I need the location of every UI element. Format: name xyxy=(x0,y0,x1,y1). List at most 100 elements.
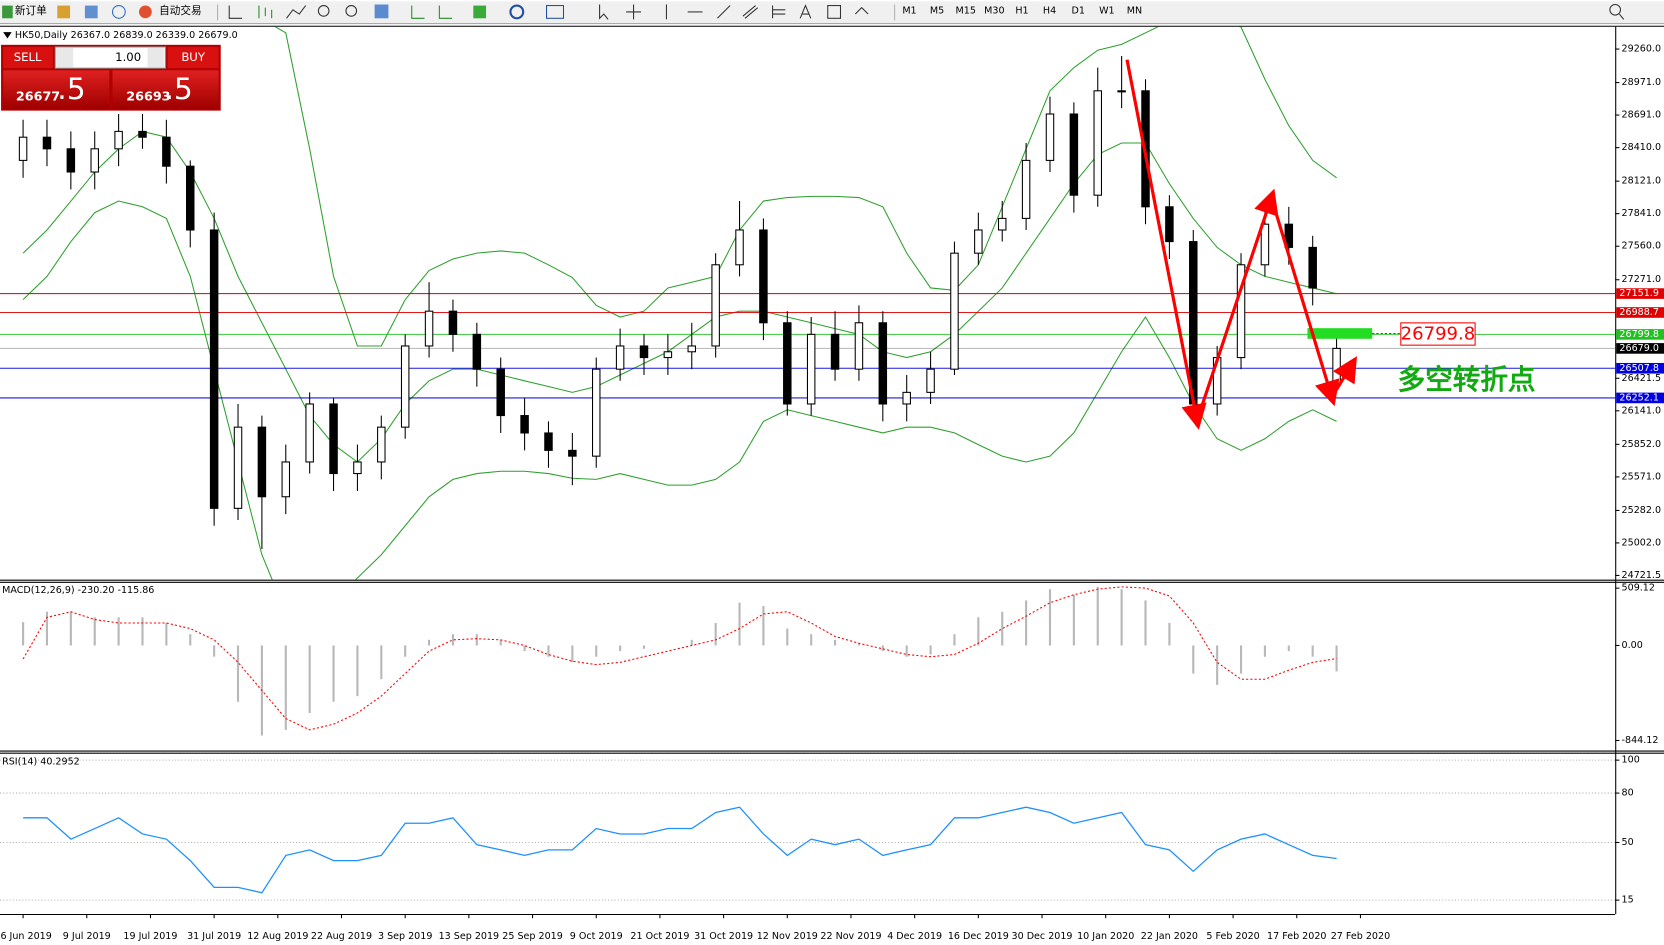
candle-body xyxy=(138,130,147,138)
macd-bar xyxy=(22,622,25,646)
bar-chart-icon[interactable] xyxy=(228,5,242,19)
tool-icon[interactable] xyxy=(84,5,98,19)
chart-shift[interactable] xyxy=(438,5,453,19)
macd-bar xyxy=(738,602,741,646)
crosshair[interactable] xyxy=(626,4,641,20)
macd-bar xyxy=(1216,645,1219,685)
macd-bar xyxy=(977,617,980,646)
lots-field[interactable] xyxy=(54,46,167,69)
zoom-in[interactable] xyxy=(317,5,330,17)
y-tick-label: 28971.0 xyxy=(1622,77,1661,88)
candle-body xyxy=(687,345,697,353)
sell-price-box[interactable] xyxy=(3,70,110,109)
arrows-tool[interactable] xyxy=(854,6,869,15)
y-tick-label: 26421.5 xyxy=(1622,373,1661,384)
ask-price[interactable]: 26693 xyxy=(126,89,170,104)
tile-icon[interactable] xyxy=(374,4,389,19)
channel[interactable] xyxy=(742,5,759,19)
trendline[interactable] xyxy=(717,5,731,19)
price-tag xyxy=(1616,343,1664,354)
x-tick-label: 10 Jan 2020 xyxy=(1077,931,1134,942)
y-tick-label: 27271.0 xyxy=(1622,274,1661,285)
sell-button[interactable] xyxy=(3,46,54,69)
label-tool[interactable] xyxy=(827,5,842,19)
autoscroll[interactable] xyxy=(411,5,425,19)
candle-body xyxy=(1021,159,1031,219)
candle-body xyxy=(209,229,219,509)
search[interactable] xyxy=(1609,3,1622,16)
timeframe-button[interactable]: M5 xyxy=(930,5,944,16)
sell-label[interactable]: SELL xyxy=(14,50,42,64)
price-tag-label: 26507.8 xyxy=(1619,363,1658,374)
zoom-out[interactable] xyxy=(345,5,358,17)
candle-body xyxy=(735,229,744,266)
x-tick-label: 22 Jan 2020 xyxy=(1141,931,1198,942)
auto-trading-icon[interactable] xyxy=(139,5,152,19)
macd-bar xyxy=(547,645,550,657)
macd-bar xyxy=(236,645,240,702)
timeframe-button[interactable]: H4 xyxy=(1043,5,1056,16)
rsi-title: RSI(14) 40.2952 xyxy=(2,757,80,768)
macd-bar xyxy=(619,645,622,652)
y-tick-label: 15 xyxy=(1622,895,1634,906)
templates[interactable] xyxy=(546,5,565,19)
buy-price-box[interactable] xyxy=(112,70,219,109)
price-tag-label: 26679.0 xyxy=(1619,343,1658,354)
timeframe-button[interactable]: W1 xyxy=(1099,5,1115,16)
y-tick-label: 100 xyxy=(1622,755,1640,766)
y-tick-label: 25002.0 xyxy=(1622,537,1661,548)
x-tick-label: 22 Aug 2019 xyxy=(311,931,372,942)
timeframe-button[interactable]: H1 xyxy=(1015,5,1028,16)
price-tag-label: 26252.1 xyxy=(1619,392,1658,403)
candle-body xyxy=(114,130,123,150)
candle-body xyxy=(783,322,792,405)
candle-body xyxy=(830,333,840,370)
candle-body xyxy=(377,426,386,463)
macd-bar xyxy=(953,634,956,646)
y-tick-label: 28121.0 xyxy=(1622,176,1661,187)
timeframe-button[interactable]: M1 xyxy=(902,5,916,16)
macd-bar xyxy=(165,622,168,646)
macd-bar xyxy=(451,634,455,646)
collapse-icon[interactable] xyxy=(3,32,12,39)
macd-bar xyxy=(332,645,335,702)
annotation-turning-point: 多空转折点 xyxy=(1398,363,1536,396)
y-tick-label: -844.12 xyxy=(1622,735,1659,746)
lots-up[interactable] xyxy=(147,48,165,68)
new-order-icon[interactable] xyxy=(2,5,13,19)
buy-label[interactable]: BUY xyxy=(181,50,206,64)
lots-value[interactable]: 1.00 xyxy=(115,50,141,64)
price-tag-label: 27151.9 xyxy=(1619,288,1658,299)
macd-bar xyxy=(141,617,144,646)
timeframe-button[interactable]: M15 xyxy=(956,5,976,16)
macd-bar xyxy=(117,617,120,646)
trend-arrow xyxy=(1269,197,1340,407)
candle-body xyxy=(878,322,888,405)
y-tick-label: 0.00 xyxy=(1622,640,1643,651)
candle-body xyxy=(520,415,529,434)
bid-price[interactable]: 26677 xyxy=(16,89,60,104)
fibo[interactable] xyxy=(772,5,786,19)
trend-arrow xyxy=(1125,59,1207,430)
cursor[interactable] xyxy=(599,4,609,20)
candle-body xyxy=(544,432,553,451)
indicators[interactable] xyxy=(473,5,487,19)
buy-button[interactable] xyxy=(167,46,219,69)
tool-icon[interactable] xyxy=(57,5,71,19)
text-tool[interactable] xyxy=(799,4,812,19)
auto-trading-button[interactable]: 自动交易 xyxy=(159,4,201,17)
timeframe-button[interactable]: M30 xyxy=(984,5,1004,16)
timeframe-button[interactable]: D1 xyxy=(1071,5,1084,16)
annotation-price: 26799.8 xyxy=(1401,324,1476,345)
lots-down[interactable] xyxy=(56,48,74,68)
periods[interactable] xyxy=(509,4,525,20)
y-tick-label: 25282.0 xyxy=(1622,505,1661,516)
candle-icon[interactable] xyxy=(258,5,273,19)
timeframe-button[interactable]: MN xyxy=(1127,5,1142,16)
new-order-button[interactable]: 新订单 xyxy=(15,4,47,17)
macd-bar xyxy=(189,634,192,646)
line-icon[interactable] xyxy=(286,5,307,19)
ask-pips[interactable]: .5 xyxy=(164,72,192,107)
tool-icon[interactable] xyxy=(111,5,126,19)
bid-pips[interactable]: .5 xyxy=(57,72,85,107)
